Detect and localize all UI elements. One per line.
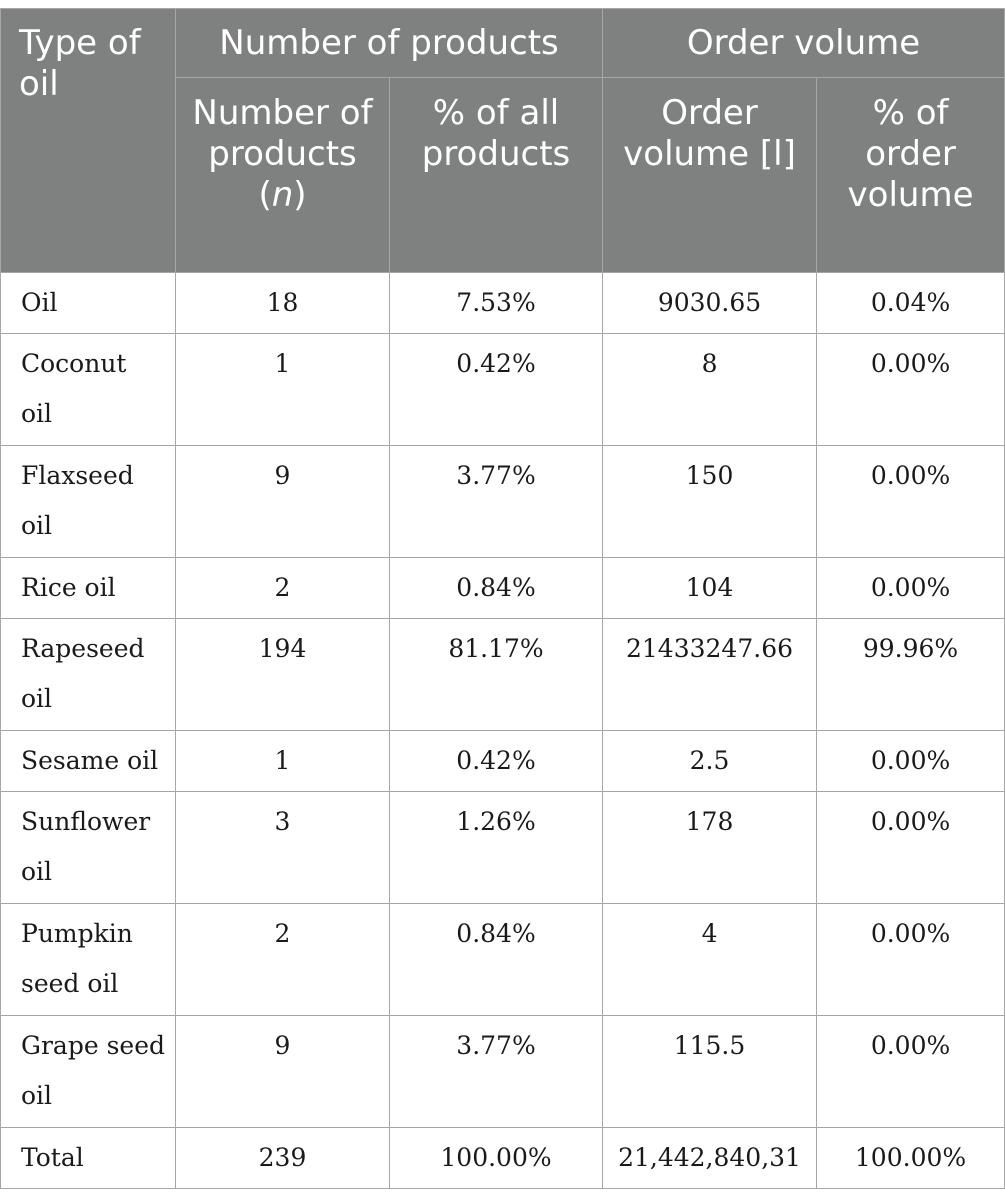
cell-count: 239 xyxy=(175,1127,390,1189)
cell-type: Sunflower oil xyxy=(0,791,176,904)
cell-count: 18 xyxy=(175,272,390,334)
cell-pct-volume: 0.00% xyxy=(816,333,1005,446)
cell-pct-volume: 0.00% xyxy=(816,791,1005,904)
cell-type: Rice oil xyxy=(0,557,176,619)
cell-type: Coconut oil xyxy=(0,333,176,446)
header-type-of-oil: Type of oil xyxy=(0,8,176,273)
cell-pct-volume: 99.96% xyxy=(816,618,1005,731)
cell-pct-volume: 0.04% xyxy=(816,272,1005,334)
cell-count: 2 xyxy=(175,903,390,1016)
header-order-volume-l: Order volume [l] xyxy=(602,77,818,273)
cell-pct-products: 7.53% xyxy=(388,272,604,334)
table-row: Pumpkin seed oil 2 0.84% 4 0.00% xyxy=(0,903,1005,1016)
cell-volume: 150 xyxy=(602,445,818,558)
cell-volume: 21433247.66 xyxy=(602,618,818,731)
cell-pct-products: 3.77% xyxy=(388,1015,604,1128)
table-row: Coconut oil 1 0.42% 8 0.00% xyxy=(0,333,1005,446)
cell-pct-products: 81.17% xyxy=(388,618,604,731)
cell-pct-products: 0.42% xyxy=(388,730,604,792)
header-n-symbol: n xyxy=(271,175,294,215)
table-row: Oil 18 7.53% 9030.65 0.04% xyxy=(0,272,1005,334)
cell-volume: 2.5 xyxy=(602,730,818,792)
cell-pct-volume: 0.00% xyxy=(816,445,1005,558)
cell-pct-volume: 0.00% xyxy=(816,557,1005,619)
cell-count: 2 xyxy=(175,557,390,619)
table-row: Sesame oil 1 0.42% 2.5 0.00% xyxy=(0,730,1005,792)
header-number-of-products-group: Number of products xyxy=(174,8,604,78)
cell-count: 1 xyxy=(175,730,390,792)
cell-volume: 8 xyxy=(602,333,818,446)
cell-type: Rapeseed oil xyxy=(0,618,176,731)
header-pct-order-volume: % of order volume xyxy=(816,77,1005,273)
cell-type: Total xyxy=(0,1127,176,1189)
oil-products-table: Type of oil Number of products Order vol… xyxy=(0,8,1005,1189)
cell-pct-volume: 0.00% xyxy=(816,903,1005,1016)
cell-count: 1 xyxy=(175,333,390,446)
cell-count: 9 xyxy=(175,1015,390,1128)
header-number-of-products-n: Number of products (n) xyxy=(175,77,390,273)
table-row: Grape seed oil 9 3.77% 115.5 0.00% xyxy=(0,1015,1005,1128)
cell-volume: 21,442,840,31 xyxy=(602,1127,818,1189)
table-header: Type of oil Number of products Order vol… xyxy=(0,8,1005,273)
cell-volume: 115.5 xyxy=(602,1015,818,1128)
cell-volume: 9030.65 xyxy=(602,272,818,334)
cell-pct-products: 0.42% xyxy=(388,333,604,446)
cell-pct-products: 1.26% xyxy=(388,791,604,904)
cell-type: Oil xyxy=(0,272,176,334)
header-row-sub: Number of products (n) % of all products… xyxy=(1,77,1005,273)
cell-pct-volume: 100.00% xyxy=(816,1127,1005,1189)
table-row: Flaxseed oil 9 3.77% 150 0.00% xyxy=(0,445,1005,558)
cell-count: 3 xyxy=(175,791,390,904)
cell-pct-products: 3.77% xyxy=(388,445,604,558)
cell-count: 9 xyxy=(175,445,390,558)
cell-volume: 104 xyxy=(602,557,818,619)
cell-type: Sesame oil xyxy=(0,730,176,792)
cell-count: 194 xyxy=(175,618,390,731)
cell-volume: 178 xyxy=(602,791,818,904)
cell-pct-products: 0.84% xyxy=(388,903,604,1016)
table-row: Sunflower oil 3 1.26% 178 0.00% xyxy=(0,791,1005,904)
cell-pct-volume: 0.00% xyxy=(816,1015,1005,1128)
cell-type: Grape seed oil xyxy=(0,1015,176,1128)
header-pct-all-products: % of all products xyxy=(388,77,604,273)
table-body: Oil 18 7.53% 9030.65 0.04% Coconut oil 1… xyxy=(0,272,1005,1189)
cell-pct-volume: 0.00% xyxy=(816,730,1005,792)
header-number-of-products-n-label: Number of products ( xyxy=(192,93,373,215)
table-row-total: Total 239 100.00% 21,442,840,31 100.00% xyxy=(0,1127,1005,1189)
header-order-volume-group: Order volume xyxy=(602,8,1005,78)
cell-pct-products: 100.00% xyxy=(388,1127,604,1189)
cell-volume: 4 xyxy=(602,903,818,1016)
cell-pct-products: 0.84% xyxy=(388,557,604,619)
header-close-paren: ) xyxy=(293,175,307,215)
header-row-top: Type of oil Number of products Order vol… xyxy=(0,8,1005,273)
table-row: Rice oil 2 0.84% 104 0.00% xyxy=(0,557,1005,619)
cell-type: Pumpkin seed oil xyxy=(0,903,176,1016)
cell-type: Flaxseed oil xyxy=(0,445,176,558)
table-row: Rapeseed oil 194 81.17% 21433247.66 99.9… xyxy=(0,618,1005,731)
